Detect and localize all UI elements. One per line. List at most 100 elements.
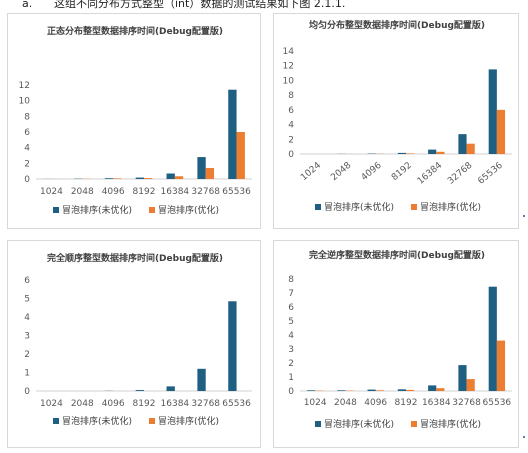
y-tick-label: 10 xyxy=(283,76,295,86)
legend-swatch xyxy=(53,418,59,424)
y-tick-label: 4 xyxy=(24,313,30,323)
x-tick-label: 4096 xyxy=(102,187,125,197)
bar-optimized xyxy=(174,176,184,179)
legend-swatch xyxy=(149,418,155,424)
x-tick-label: 1024 xyxy=(40,399,63,409)
legend-label: 冒泡排序(优化) xyxy=(420,418,481,430)
chart-panel-reverse-order: 完全逆序整型数据排序时间(Debug配置版) 0 1 2 3 4 5 6 7 8 1024 2048 4… xyxy=(273,240,519,448)
y-tick-label: 0 xyxy=(24,387,30,397)
bar-optimized xyxy=(375,390,384,391)
bar-unoptimized xyxy=(166,173,175,179)
x-tick-label: 65536 xyxy=(476,160,505,186)
y-tick-label: 1 xyxy=(288,373,294,383)
x-tick-label: 16384 xyxy=(161,399,190,409)
bar-unoptimized xyxy=(488,286,497,391)
x-tick-label: 4096 xyxy=(364,398,387,408)
y-tick-label: 12 xyxy=(283,62,294,72)
x-tick-label: 8192 xyxy=(133,187,156,197)
y-tick-label: 8 xyxy=(288,91,294,101)
y-tick-label: 6 xyxy=(24,276,30,286)
x-tick-label: 32768 xyxy=(191,399,220,409)
legend-label: 冒泡排序(优化) xyxy=(158,204,219,216)
bar-optimized xyxy=(466,143,475,154)
legend-swatch xyxy=(315,204,321,210)
bar-optimized xyxy=(496,340,506,391)
legend-label: 冒泡排序(未优化) xyxy=(62,204,132,216)
bar-unoptimized xyxy=(428,149,437,154)
x-tick-label: 1024 xyxy=(304,398,327,408)
chart-panel-normal-distribution: 正态分布整型数据排序时间(Debug配置版) 0 2 4 6 8 10 12 1024 2048 4… xyxy=(7,13,261,229)
legend-swatch xyxy=(53,207,59,213)
x-tick-label: 65536 xyxy=(222,187,251,197)
legend-swatch xyxy=(411,421,417,427)
bar-unoptimized xyxy=(228,89,237,179)
x-tick-label: 2048 xyxy=(71,187,94,197)
bar-optimized xyxy=(236,132,245,179)
bar-optimized xyxy=(113,178,122,179)
chart-panel-sorted-order: 完全顺序整型数据排序时间(Debug配置版) 0 1 2 3 4 5 6 1024 2048 409… xyxy=(7,240,261,448)
bar-unoptimized xyxy=(337,390,346,391)
y-tick-label: 6 xyxy=(24,128,30,138)
x-tick-label: 2048 xyxy=(71,399,94,409)
bar-unoptimized xyxy=(428,385,437,391)
y-tick-label: 12 xyxy=(19,81,30,91)
y-tick-label: 0 xyxy=(288,150,294,160)
x-tick-label: 4096 xyxy=(360,160,384,183)
bar-unoptimized xyxy=(306,390,316,391)
bar-unoptimized xyxy=(166,386,175,392)
bar-unoptimized xyxy=(367,389,376,391)
x-tick-label: 65536 xyxy=(483,398,512,408)
caption-line: a. 这组不同分布方式整型（int）数据的测试结果如下图 2.1.1. xyxy=(0,0,528,12)
legend-swatch xyxy=(149,207,155,213)
x-tick-label: 16384 xyxy=(161,187,190,197)
x-tick-label: 32768 xyxy=(191,187,220,197)
x-tick-label: 32768 xyxy=(452,398,481,408)
x-tick-label: 16384 xyxy=(422,398,451,408)
legend-swatch xyxy=(315,421,321,427)
bar-unoptimized xyxy=(397,152,406,154)
chart-title: 均匀分布整型数据排序时间(Debug配置版) xyxy=(309,19,485,31)
y-tick-label: 5 xyxy=(24,295,30,305)
y-tick-label: 4 xyxy=(288,331,294,341)
x-tick-label: 8192 xyxy=(390,161,414,183)
x-tick-label: 65536 xyxy=(222,399,251,409)
y-tick-label: 14 xyxy=(283,47,295,57)
legend-label: 冒泡排序(优化) xyxy=(158,415,219,427)
x-tick-label: 16384 xyxy=(416,160,445,186)
bar-unoptimized xyxy=(488,69,497,154)
bar-unoptimized xyxy=(458,365,467,391)
bar-unoptimized xyxy=(458,134,467,154)
bar-optimized xyxy=(406,153,415,154)
margin-mark xyxy=(523,436,525,438)
y-tick-label: 5 xyxy=(288,317,294,327)
chart-title: 正态分布整型数据排序时间(Debug配置版) xyxy=(47,25,223,37)
bar-optimized xyxy=(144,178,153,179)
bar-unoptimized xyxy=(104,178,114,179)
caption-text: 这组不同分布方式整型（int）数据的测试结果如下图 2.1.1. xyxy=(54,0,346,10)
bar-unoptimized xyxy=(397,389,406,391)
x-tick-label: 8192 xyxy=(395,398,418,408)
x-tick-label: 1024 xyxy=(299,160,323,183)
y-tick-label: 2 xyxy=(288,135,294,145)
y-tick-label: 2 xyxy=(24,159,30,169)
legend-label: 冒泡排序(优化) xyxy=(420,201,481,213)
bar-optimized xyxy=(436,388,445,391)
bar-chart: 完全逆序整型数据排序时间(Debug配置版) 0 1 2 3 4 5 6 7 8 1024 2048 4… xyxy=(288,249,512,430)
x-tick-label: 2048 xyxy=(334,398,357,408)
chart-title: 完全逆序整型数据排序时间(Debug配置版) xyxy=(309,249,485,261)
x-tick-label: 8192 xyxy=(133,399,156,409)
bar-optimized xyxy=(466,379,475,391)
bar-optimized xyxy=(406,389,415,391)
y-tick-label: 6 xyxy=(288,303,294,313)
y-tick-label: 0 xyxy=(24,175,30,185)
margin-mark xyxy=(523,215,525,217)
caption-marker: a. xyxy=(22,0,33,10)
y-tick-label: 7 xyxy=(288,289,294,299)
x-tick-label: 1024 xyxy=(40,187,63,197)
y-tick-label: 4 xyxy=(288,121,294,131)
bar-optimized xyxy=(436,151,445,154)
chart-panel-uniform-distribution: 均匀分布整型数据排序时间(Debug配置版) 0 2 4 6 8 10 12 14 1024 204… xyxy=(273,13,519,229)
chart-title: 完全顺序整型数据排序时间(Debug配置版) xyxy=(47,252,223,264)
bar-unoptimized xyxy=(135,390,144,391)
y-tick-label: 6 xyxy=(288,106,294,116)
